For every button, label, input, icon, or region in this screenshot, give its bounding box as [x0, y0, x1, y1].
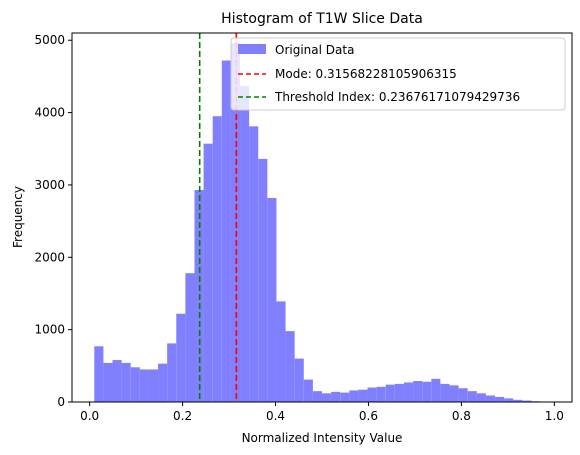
y-axis-ticks: 0 1000 2000 3000 4000 5000	[34, 33, 72, 409]
histogram-bar	[230, 43, 241, 402]
legend: Original Data Mode: 0.31568228105906315 …	[230, 37, 566, 111]
histogram-bar	[285, 331, 295, 402]
histogram-bar	[376, 386, 386, 402]
x-tick-label: 1.0	[545, 409, 564, 423]
histogram-bar	[158, 363, 168, 402]
histogram-bar	[467, 391, 477, 402]
histogram-bar	[112, 360, 122, 402]
histogram-bar	[276, 301, 286, 402]
histogram-bars	[94, 43, 550, 403]
histogram-bar	[294, 358, 304, 402]
y-tick-label: 4000	[34, 106, 65, 120]
y-tick-label: 2000	[34, 250, 65, 264]
histogram-bar	[522, 400, 532, 402]
histogram-bar	[358, 389, 368, 402]
histogram-bar	[267, 197, 277, 402]
histogram-bar	[485, 395, 496, 402]
histogram-bar	[449, 385, 459, 402]
histogram-bar	[422, 381, 432, 402]
reference-lines	[198, 33, 238, 402]
histogram-bar	[130, 367, 140, 402]
histogram-bar	[504, 398, 514, 402]
legend-swatch-original-data	[238, 44, 266, 54]
histogram-bar	[203, 143, 213, 402]
chart-title: Histogram of T1W Slice Data	[221, 11, 423, 27]
histogram-bar	[349, 390, 359, 402]
histogram-bar	[385, 384, 395, 402]
histogram-bar	[322, 393, 332, 402]
legend-label-threshold: Threshold Index: 0.23676171079429736	[274, 90, 520, 104]
histogram-bar	[513, 399, 523, 402]
histogram-bar	[258, 158, 268, 402]
y-tick-label: 0	[57, 395, 65, 409]
histogram-bar	[495, 396, 505, 402]
histogram-bar	[103, 362, 113, 402]
x-axis-ticks: 0.0 0.2 0.4 0.6 0.8 1.0	[80, 402, 564, 423]
histogram-bar	[221, 60, 231, 403]
histogram-bar	[312, 391, 322, 402]
histogram-bar	[212, 116, 222, 403]
histogram-bar	[331, 391, 341, 402]
histogram-bar	[413, 381, 423, 402]
histogram-bar	[303, 379, 313, 402]
y-tick-label: 1000	[34, 323, 65, 337]
histogram-bar	[458, 388, 468, 402]
histogram-bar	[121, 362, 131, 402]
x-tick-label: 0.6	[359, 409, 378, 423]
histogram-bar	[394, 383, 404, 402]
histogram-bar	[148, 369, 159, 402]
x-tick-label: 0.8	[452, 409, 471, 423]
y-tick-label: 3000	[34, 178, 65, 192]
y-tick-label: 5000	[34, 33, 65, 47]
histogram-bar	[249, 126, 259, 402]
x-tick-label: 0.4	[266, 409, 285, 423]
histogram-bar	[367, 387, 377, 402]
histogram-bar	[403, 382, 414, 402]
plot-frame	[71, 32, 573, 403]
legend-box	[230, 37, 566, 111]
y-axis-label: Frequency	[11, 186, 25, 248]
histogram-bar	[167, 343, 177, 402]
legend-label-original-data: Original Data	[275, 43, 354, 57]
x-tick-label: 0.2	[173, 409, 192, 423]
histogram-bar	[440, 383, 450, 402]
histogram-bar	[240, 85, 250, 402]
legend-label-mode: Mode: 0.31568228105906315	[275, 67, 457, 81]
histogram-bar	[176, 313, 186, 402]
histogram-bar	[94, 346, 104, 402]
histogram-bar	[185, 273, 195, 402]
histogram-bar	[139, 369, 149, 402]
x-tick-label: 0.0	[80, 409, 99, 423]
histogram-bar	[340, 392, 350, 402]
histogram-bar	[431, 378, 441, 402]
x-axis-label: Normalized Intensity Value	[242, 431, 403, 445]
histogram-bar	[476, 393, 486, 402]
